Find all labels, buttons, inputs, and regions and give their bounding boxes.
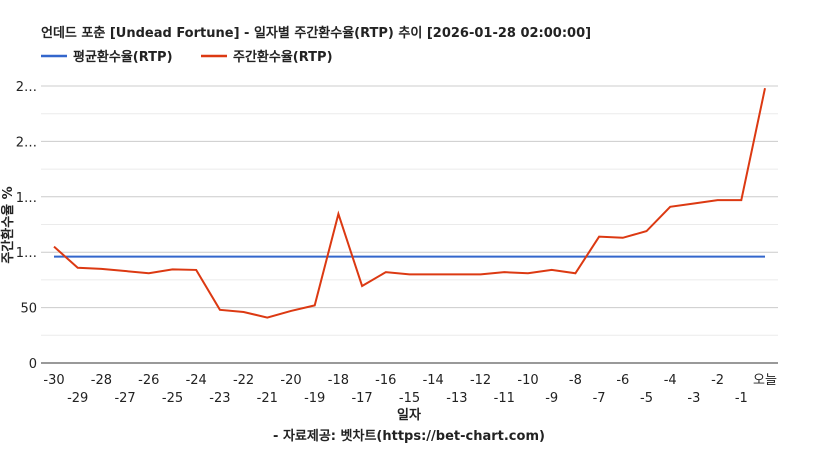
x-tick-label: -8 bbox=[569, 373, 582, 388]
gridlines bbox=[41, 85, 778, 364]
x-tick-label: -24 bbox=[186, 373, 207, 388]
x-tick-label: -21 bbox=[257, 391, 278, 406]
x-tick-label: -5 bbox=[640, 391, 653, 406]
x-tick-label: -11 bbox=[494, 391, 515, 406]
y-tick-label: 50 bbox=[20, 302, 37, 317]
x-tick-label: -9 bbox=[545, 391, 558, 406]
x-tick-label: -7 bbox=[593, 391, 606, 406]
x-tick-label: -6 bbox=[616, 373, 629, 388]
x-tick-label: -1 bbox=[735, 391, 748, 406]
x-tick-label: -20 bbox=[280, 373, 301, 388]
x-tick-label: -10 bbox=[517, 373, 538, 388]
y-axis-label: 주간환수율 % bbox=[0, 186, 16, 263]
legend-label: 주간환수율(RTP) bbox=[233, 49, 333, 65]
series-lines bbox=[53, 88, 766, 319]
x-tick-label: -22 bbox=[233, 373, 254, 388]
x-tick-label: -30 bbox=[43, 373, 64, 388]
x-axis-ticks: -30-29-28-27-26-25-24-23-22-21-20-19-18-… bbox=[43, 373, 777, 406]
y-axis-ticks: 0 50 1… 1… 2… 2… bbox=[16, 80, 37, 372]
y-tick-label: 0 bbox=[29, 357, 37, 372]
x-tick-label: -18 bbox=[328, 373, 349, 388]
x-tick-label: -17 bbox=[351, 391, 372, 406]
x-tick-label: -23 bbox=[209, 391, 230, 406]
chart-title: 언데드 포춘 [Undead Fortune] - 일자별 주간환수율(RTP)… bbox=[41, 25, 591, 41]
y-tick-label: 2… bbox=[16, 135, 37, 150]
source-footer: - 자료제공: 벳차트(https://bet-chart.com) bbox=[273, 428, 545, 444]
x-tick-label: -27 bbox=[114, 391, 135, 406]
x-tick-label: -13 bbox=[446, 391, 467, 406]
y-tick-label: 2… bbox=[16, 80, 37, 95]
series-line bbox=[53, 88, 766, 319]
x-tick-label: -12 bbox=[470, 373, 491, 388]
x-tick-label: -26 bbox=[138, 373, 159, 388]
x-tick-label: -29 bbox=[67, 391, 88, 406]
x-tick-label: -25 bbox=[162, 391, 183, 406]
y-tick-label: 1… bbox=[16, 191, 37, 206]
x-tick-label: -2 bbox=[711, 373, 724, 388]
legend: 평균환수율(RTP) 주간환수율(RTP) bbox=[41, 49, 333, 65]
x-tick-label: 오늘 bbox=[753, 373, 777, 388]
x-tick-label: -15 bbox=[399, 391, 420, 406]
x-tick-label: -19 bbox=[304, 391, 325, 406]
x-tick-label: -3 bbox=[687, 391, 700, 406]
y-tick-label: 1… bbox=[16, 246, 37, 261]
x-tick-label: -14 bbox=[423, 373, 444, 388]
x-tick-label: -16 bbox=[375, 373, 396, 388]
x-axis-label: 일자 bbox=[397, 408, 421, 423]
legend-label: 평균환수율(RTP) bbox=[73, 49, 173, 65]
x-tick-label: -28 bbox=[91, 373, 112, 388]
x-tick-label: -4 bbox=[664, 373, 677, 388]
